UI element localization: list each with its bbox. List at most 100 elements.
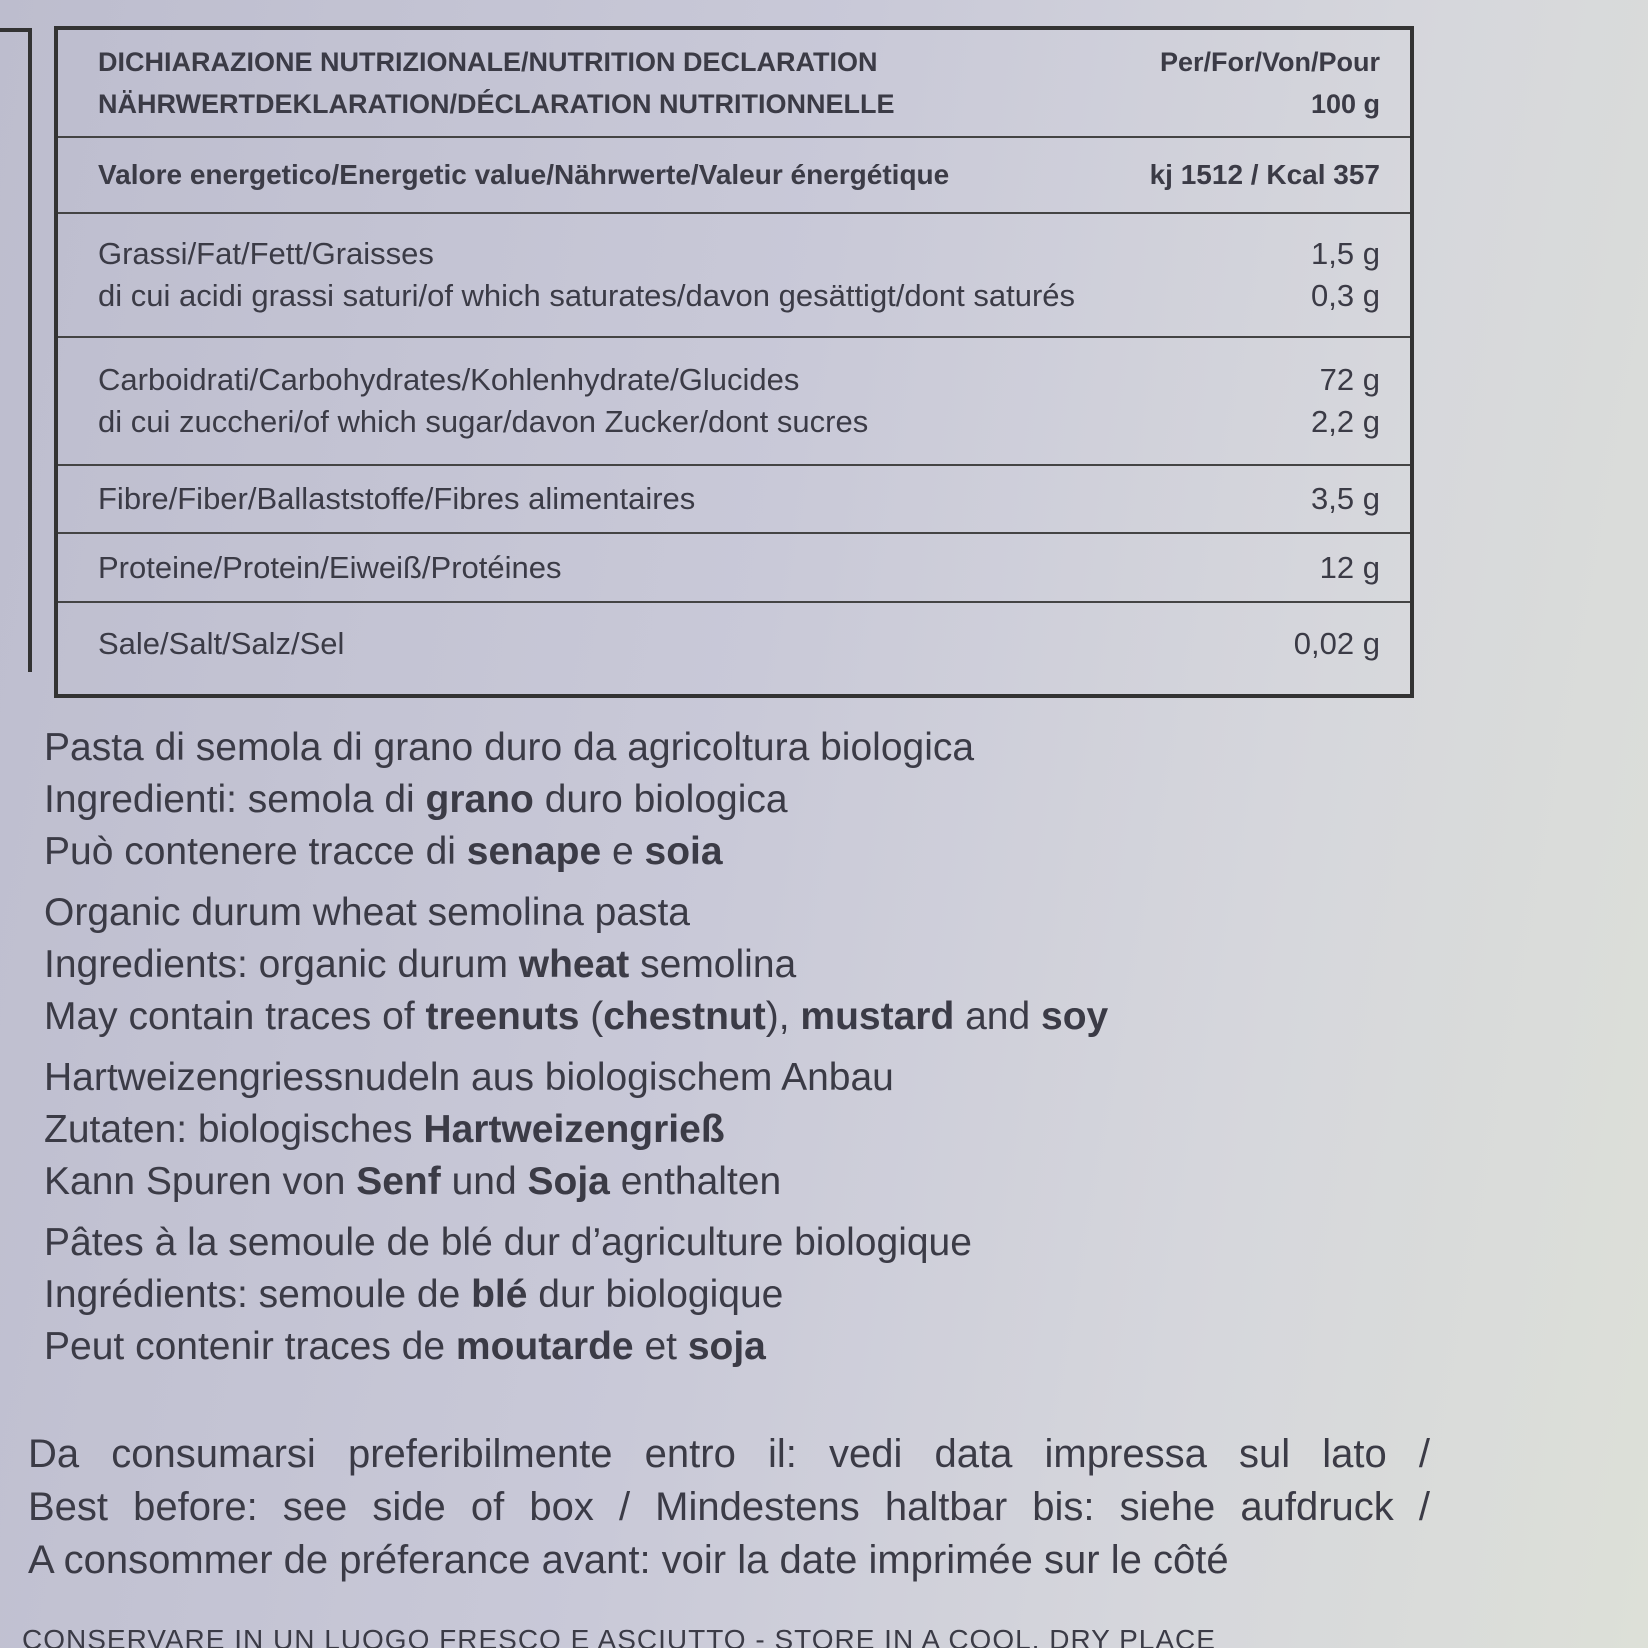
ingredient-group: Pâtes à la semoule de blé dur d’agricult…	[44, 1217, 1108, 1373]
ingredient-text: treenuts	[425, 995, 580, 1038]
ingredient-group: Hartweizengriessnudeln aus biologischem …	[44, 1052, 1108, 1208]
ingredient-text: Ingredienti: semola di	[44, 778, 426, 821]
ingredient-text: e	[601, 830, 645, 873]
nutrient-value: 0,02 g	[1293, 625, 1380, 661]
ingredient-line: Kann Spuren von Senf und Soja enthalten	[44, 1156, 1108, 1208]
header-per-line: 100 g	[1310, 89, 1380, 119]
table-row: Fibre/Fiber/Ballaststoffe/Fibres aliment…	[58, 466, 1410, 534]
header-per-line: Per/For/Von/Pour	[1159, 47, 1380, 77]
nutrient-label: Proteine/Protein/Eiweiß/Protéines	[98, 549, 562, 585]
ingredient-text: duro biologica	[533, 778, 788, 821]
ingredient-text: Kann Spuren von	[44, 1160, 357, 1203]
ingredient-text: chestnut	[603, 995, 766, 1038]
ingredient-text: Organic durum wheat semolina pasta	[44, 891, 690, 934]
ingredient-text: (	[579, 995, 604, 1038]
ingredient-text: dur biologique	[527, 1273, 784, 1316]
header-title: DICHIARAZIONE NUTRIZIONALE/NUTRITION DEC…	[98, 41, 894, 125]
ingredient-text: soy	[1041, 995, 1109, 1038]
ingredient-text: May contain traces of	[44, 995, 426, 1038]
ingredient-text: ),	[765, 995, 801, 1038]
ingredient-line: Zutaten: biologisches Hartweizengrieß	[44, 1104, 1108, 1156]
ingredient-text: enthalten	[609, 1160, 782, 1203]
nutrient-values: kj 1512 / Kcal 357	[1150, 154, 1380, 196]
nutrient-value: 12 g	[1319, 549, 1380, 585]
ingredient-text: und	[440, 1160, 528, 1203]
ingredient-text: et	[633, 1325, 688, 1368]
nutrient-values: 12 g	[1320, 547, 1380, 589]
storage: CONSERVARE IN UN LUOGO FRESCO E ASCIUTTO…	[22, 1624, 1216, 1648]
nutrient-value: 72 g	[1319, 362, 1380, 397]
nutrient-labels: Carboidrati/Carbohydrates/Kohlenhydrate/…	[98, 359, 868, 443]
box-edge	[0, 28, 32, 672]
ingredient-line: Pâtes à la semoule de blé dur d’agricult…	[44, 1217, 1108, 1269]
nutrient-labels: Fibre/Fiber/Ballaststoffe/Fibres aliment…	[98, 478, 695, 520]
ingredient-group: Pasta di semola di grano duro da agricol…	[44, 722, 1108, 878]
ingredient-text: grano	[425, 778, 534, 821]
nutrient-labels: Grassi/Fat/Fett/Graisses di cui acidi gra…	[98, 233, 1075, 317]
nutrient-values: 0,02 g	[1294, 623, 1380, 665]
best-before-line: Best before: see side of box / Mindesten…	[28, 1485, 1430, 1529]
header-line: DICHIARAZIONE NUTRIZIONALE/NUTRITION DEC…	[98, 47, 878, 77]
header-line: NÄHRWERTDEKLARATION/DÉCLARATION NUTRITIO…	[98, 89, 895, 119]
nutrition-table: DICHIARAZIONE NUTRIZIONALE/NUTRITION DEC…	[54, 26, 1414, 698]
ingredients: Pasta di semola di grano duro da agricol…	[44, 722, 1108, 1382]
table-row: Sale/Salt/Salz/Sel 0,02 g	[58, 603, 1410, 684]
header-per: Per/For/Von/Pour 100 g	[1160, 41, 1380, 125]
ingredient-text: Hartweizengriessnudeln aus biologischem …	[44, 1056, 894, 1099]
table-row: Grassi/Fat/Fett/Graisses di cui acidi gra…	[58, 214, 1410, 338]
ingredient-text: and	[954, 995, 1042, 1038]
nutrient-value: 0,3 g	[1311, 278, 1380, 313]
nutrient-labels: Valore energetico/Energetic value/Nährwe…	[98, 154, 949, 196]
ingredient-line: Organic durum wheat semolina pasta	[44, 887, 1108, 939]
ingredient-line: Ingrédients: semoule de blé dur biologiq…	[44, 1269, 1108, 1321]
ingredient-text: Pasta di semola di grano duro da agricol…	[44, 726, 975, 769]
nutrient-label: Grassi/Fat/Fett/Graisses	[98, 236, 434, 271]
nutrient-label: Fibre/Fiber/Ballaststoffe/Fibres aliment…	[98, 481, 696, 516]
ingredient-line: May contain traces of treenuts (chestnut…	[44, 991, 1108, 1043]
nutrient-label: Sale/Salt/Salz/Sel	[98, 625, 345, 661]
ingredient-text: mustard	[800, 995, 955, 1038]
ingredient-line: Può contenere tracce di senape e soia	[44, 826, 1108, 878]
nutrient-value: kj 1512 / Kcal 357	[1149, 159, 1380, 190]
ingredient-text: blé	[471, 1273, 528, 1316]
nutrient-value: 2,2 g	[1311, 404, 1380, 439]
ingredient-group: Organic durum wheat semolina pasta Ingred…	[44, 887, 1108, 1043]
nutrient-values: 72 g 2,2 g	[1311, 359, 1380, 443]
ingredient-text: Ingredients: organic durum	[44, 943, 519, 986]
table-row: Proteine/Protein/Eiweiß/Protéines 12 g	[58, 534, 1410, 603]
nutrient-label: di cui zuccheri/of which sugar/davon Zuc…	[98, 404, 869, 439]
nutrient-label: di cui acidi grassi saturi/of which satu…	[98, 278, 1076, 313]
nutrient-label: Carboidrati/Carbohydrates/Kohlenhydrate/…	[98, 362, 800, 397]
ingredient-text: semolina	[629, 943, 797, 986]
ingredient-text: soja	[687, 1325, 766, 1368]
ingredient-line: Hartweizengriessnudeln aus biologischem …	[44, 1052, 1108, 1104]
table-row: Carboidrati/Carbohydrates/Kohlenhydrate/…	[58, 338, 1410, 466]
ingredient-text: Hartweizengrieß	[423, 1108, 725, 1151]
ingredient-text: Pâtes à la semoule de blé dur d’agricult…	[44, 1221, 972, 1264]
table-row: Valore energetico/Energetic value/Nährwe…	[58, 138, 1410, 214]
ingredient-text: soia	[644, 830, 723, 873]
ingredient-text: Ingrédients: semoule de	[44, 1273, 472, 1316]
ingredient-line: Pasta di semola di grano duro da agricol…	[44, 722, 1108, 774]
ingredient-line: Ingredienti: semola di grano duro biolog…	[44, 774, 1108, 826]
ingredient-text: Peut contenir traces de	[44, 1325, 456, 1368]
best-before: Da consumarsi preferibilmente entro il: …	[28, 1428, 1430, 1587]
nutrient-value: 1,5 g	[1311, 236, 1380, 271]
ingredient-line: Peut contenir traces de moutarde et soja	[44, 1321, 1108, 1373]
nutrient-labels: Proteine/Protein/Eiweiß/Protéines	[98, 547, 562, 589]
ingredient-text: Può contenere tracce di	[44, 830, 467, 873]
best-before-line: Da consumarsi preferibilmente entro il: …	[28, 1432, 1430, 1476]
ingredient-text: senape	[466, 830, 602, 873]
nutrient-labels: Sale/Salt/Salz/Sel	[98, 623, 344, 665]
ingredient-text: moutarde	[455, 1325, 634, 1368]
ingredient-text: Soja	[527, 1160, 610, 1203]
nutrient-label: Valore energetico/Energetic value/Nährwe…	[98, 159, 950, 190]
ingredient-line: Ingredients: organic durum wheat semolin…	[44, 939, 1108, 991]
best-before-line: A consommer de préferance avant: voir la…	[28, 1538, 1229, 1582]
nutrient-values: 3,5 g	[1311, 478, 1380, 520]
nutrient-value: 3,5 g	[1311, 481, 1380, 516]
ingredient-text: Zutaten: biologisches	[44, 1108, 424, 1151]
nutrient-values: 1,5 g 0,3 g	[1311, 233, 1380, 317]
ingredient-text: Senf	[356, 1160, 441, 1203]
